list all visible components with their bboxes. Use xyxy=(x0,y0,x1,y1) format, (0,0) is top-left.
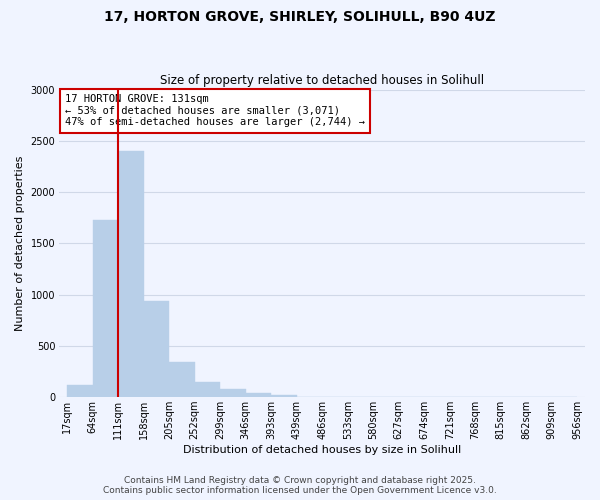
Bar xyxy=(67,385,92,397)
Bar xyxy=(92,220,118,397)
Text: 17, HORTON GROVE, SHIRLEY, SOLIHULL, B90 4UZ: 17, HORTON GROVE, SHIRLEY, SOLIHULL, B90… xyxy=(104,10,496,24)
Bar xyxy=(118,151,143,397)
Bar xyxy=(271,395,297,397)
Text: 17 HORTON GROVE: 131sqm
← 53% of detached houses are smaller (3,071)
47% of semi: 17 HORTON GROVE: 131sqm ← 53% of detache… xyxy=(65,94,365,128)
Bar xyxy=(246,393,271,397)
Bar xyxy=(169,362,194,397)
Bar xyxy=(143,301,169,397)
Title: Size of property relative to detached houses in Solihull: Size of property relative to detached ho… xyxy=(160,74,484,87)
Bar xyxy=(220,389,246,397)
Y-axis label: Number of detached properties: Number of detached properties xyxy=(15,156,25,331)
Text: Contains HM Land Registry data © Crown copyright and database right 2025.
Contai: Contains HM Land Registry data © Crown c… xyxy=(103,476,497,495)
Bar xyxy=(194,382,220,397)
X-axis label: Distribution of detached houses by size in Solihull: Distribution of detached houses by size … xyxy=(183,445,461,455)
